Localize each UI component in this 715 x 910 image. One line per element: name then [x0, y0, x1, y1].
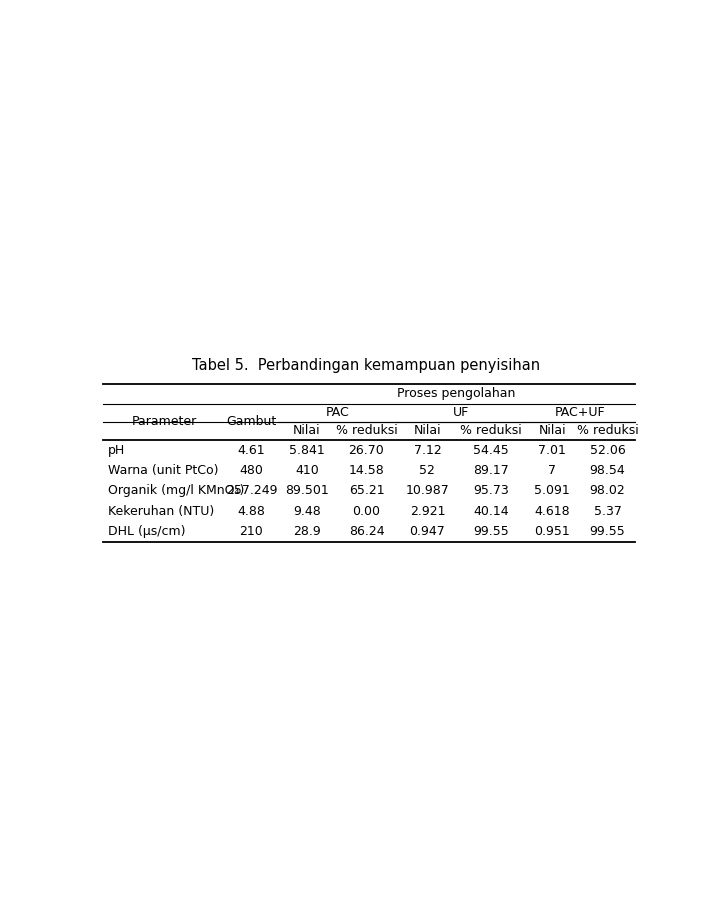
Text: 28.9: 28.9 — [293, 525, 321, 538]
Text: 10.987: 10.987 — [405, 484, 449, 497]
Text: 98.54: 98.54 — [590, 464, 626, 477]
Text: 14.58: 14.58 — [349, 464, 385, 477]
Text: 89.501: 89.501 — [285, 484, 329, 497]
Text: 54.45: 54.45 — [473, 443, 509, 457]
Text: Kekeruhan (NTU): Kekeruhan (NTU) — [108, 504, 214, 518]
Text: pH: pH — [108, 443, 125, 457]
Text: 52: 52 — [420, 464, 435, 477]
Text: PAC+UF: PAC+UF — [554, 406, 605, 420]
Text: 40.14: 40.14 — [473, 504, 509, 518]
Text: 0.951: 0.951 — [534, 525, 570, 538]
Text: 89.17: 89.17 — [473, 464, 509, 477]
Text: 410: 410 — [295, 464, 319, 477]
Text: 98.02: 98.02 — [590, 484, 626, 497]
Text: % reduksi: % reduksi — [460, 424, 522, 438]
Text: 99.55: 99.55 — [473, 525, 509, 538]
Text: Nilai: Nilai — [413, 424, 441, 438]
Text: 7.12: 7.12 — [413, 443, 441, 457]
Text: 5.091: 5.091 — [534, 484, 570, 497]
Text: 5.841: 5.841 — [289, 443, 325, 457]
Text: Nilai: Nilai — [538, 424, 566, 438]
Text: 0.947: 0.947 — [410, 525, 445, 538]
Text: 257.249: 257.249 — [226, 484, 277, 497]
Text: DHL (μs/cm): DHL (μs/cm) — [108, 525, 185, 538]
Text: 4.618: 4.618 — [534, 504, 570, 518]
Text: Warna (unit PtCo): Warna (unit PtCo) — [108, 464, 218, 477]
Text: % reduksi: % reduksi — [335, 424, 398, 438]
Text: 4.88: 4.88 — [237, 504, 265, 518]
Text: 4.61: 4.61 — [237, 443, 265, 457]
Text: 65.21: 65.21 — [349, 484, 384, 497]
Text: Parameter: Parameter — [132, 415, 197, 429]
Text: Gambut: Gambut — [227, 415, 277, 429]
Text: 5.37: 5.37 — [593, 504, 621, 518]
Text: 480: 480 — [240, 464, 263, 477]
Text: Nilai: Nilai — [293, 424, 321, 438]
Text: 95.73: 95.73 — [473, 484, 509, 497]
Text: 26.70: 26.70 — [349, 443, 385, 457]
Text: PAC: PAC — [325, 406, 349, 420]
Text: 52.06: 52.06 — [590, 443, 626, 457]
Text: UF: UF — [453, 406, 469, 420]
Text: 86.24: 86.24 — [349, 525, 384, 538]
Text: 0.00: 0.00 — [352, 504, 380, 518]
Text: Proses pengolahan: Proses pengolahan — [398, 388, 516, 400]
Text: Organik (mg/l KMnO₄): Organik (mg/l KMnO₄) — [108, 484, 244, 497]
Text: 9.48: 9.48 — [293, 504, 321, 518]
Text: 7: 7 — [548, 464, 556, 477]
Text: 7.01: 7.01 — [538, 443, 566, 457]
Text: 210: 210 — [240, 525, 263, 538]
Text: Tabel 5.  Perbandingan kemampuan penyisihan: Tabel 5. Perbandingan kemampuan penyisih… — [192, 359, 541, 373]
Text: 2.921: 2.921 — [410, 504, 445, 518]
Text: % reduksi: % reduksi — [576, 424, 638, 438]
Text: 99.55: 99.55 — [590, 525, 626, 538]
